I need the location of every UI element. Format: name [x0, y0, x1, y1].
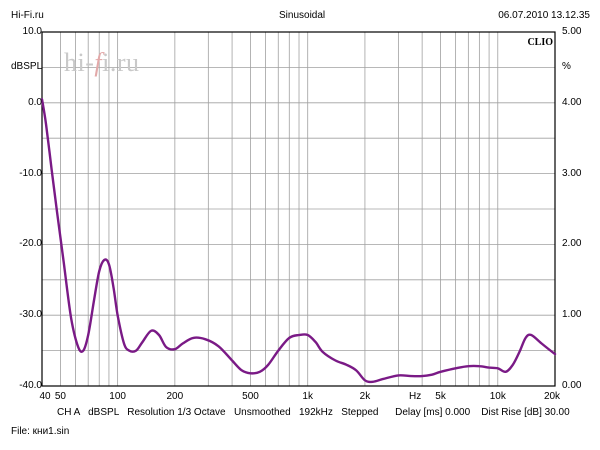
x-tick-label: 5k [435, 391, 446, 402]
brand-label: CLIO [527, 37, 553, 48]
watermark-logo: hi-fi.ru [64, 48, 140, 77]
y-tick-label-left: 10.0 [22, 26, 42, 37]
header-timestamp: 06.07.2010 13.12.35 [498, 10, 590, 21]
y-tick-label-right: 1.00 [562, 309, 582, 321]
y-tick-label-right: 5.00 [562, 26, 582, 37]
x-tick-label: 500 [242, 391, 259, 402]
y-tick-label-left: -40.0 [19, 380, 42, 391]
x-tick-label: 20k [543, 391, 561, 402]
y-tick-label-right: 2.00 [562, 238, 582, 250]
left-axis-unit: dBSPL [11, 61, 43, 72]
x-tick-label: 1k [302, 391, 313, 402]
y-tick-label-left: -30.0 [19, 309, 42, 321]
y-tick-label-right: 4.00 [562, 96, 582, 108]
header-title: Sinusoidal [279, 10, 326, 21]
x-tick-label: 10k [489, 391, 506, 402]
x-axis-unit: Hz [409, 391, 422, 402]
horizontal-grid [42, 67, 555, 352]
measurement-settings: CH A dBSPL Resolution 1/3 Octave Unsmoot… [57, 407, 570, 418]
y-tick-label-left: -20.0 [19, 238, 42, 250]
x-tick-label: 100 [109, 391, 126, 402]
x-tick-label: 200 [166, 391, 184, 402]
x-tick-label: 50 [54, 391, 66, 402]
right-axis-unit: % [562, 61, 571, 72]
y-tick-label-left: -10.0 [19, 167, 42, 179]
x-tick-label: 40 [39, 391, 51, 402]
y-tick-label-right: 3.00 [562, 167, 582, 179]
plot-frame [41, 31, 556, 387]
file-name: File: кни1.sin [11, 426, 70, 437]
y-tick-label-left: 0.0 [28, 96, 42, 108]
y-tick-label-right: 0.00 [562, 380, 582, 391]
x-tick-label: 2k [359, 391, 371, 402]
series-line [40, 98, 557, 384]
header-left: Hi-Fi.ru [11, 10, 44, 21]
